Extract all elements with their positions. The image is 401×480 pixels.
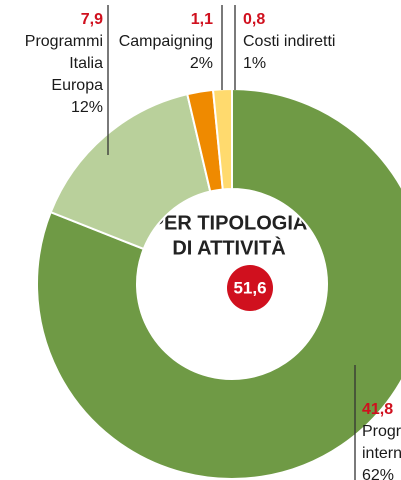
category-label: Programmi [25, 33, 103, 50]
share-label: 62% [362, 467, 394, 480]
value-label: 7,9 [81, 11, 103, 28]
category-label: internazionali [362, 445, 401, 462]
share-label: 1% [243, 55, 266, 72]
total-label: 51,6 [233, 278, 266, 297]
center-title: PER TIPOLOGIA [151, 212, 308, 234]
value-label: 0,8 [243, 11, 265, 28]
category-label: Italia [69, 55, 103, 72]
total-badge [227, 265, 273, 311]
share-label: 2% [190, 55, 213, 72]
category-label: Costi indiretti [243, 33, 335, 50]
value-label: 1,1 [191, 11, 213, 28]
value-label: 41,8 [362, 401, 393, 418]
donut-slice [49, 92, 212, 251]
category-label: Programmi [362, 423, 401, 440]
donut-slice [211, 87, 233, 191]
category-label: Campaigning [119, 33, 213, 50]
donut-slice [36, 87, 401, 480]
category-label: Europa [51, 77, 103, 94]
center-title: DI ATTIVITÀ [172, 236, 285, 259]
share-label: 12% [71, 99, 103, 116]
